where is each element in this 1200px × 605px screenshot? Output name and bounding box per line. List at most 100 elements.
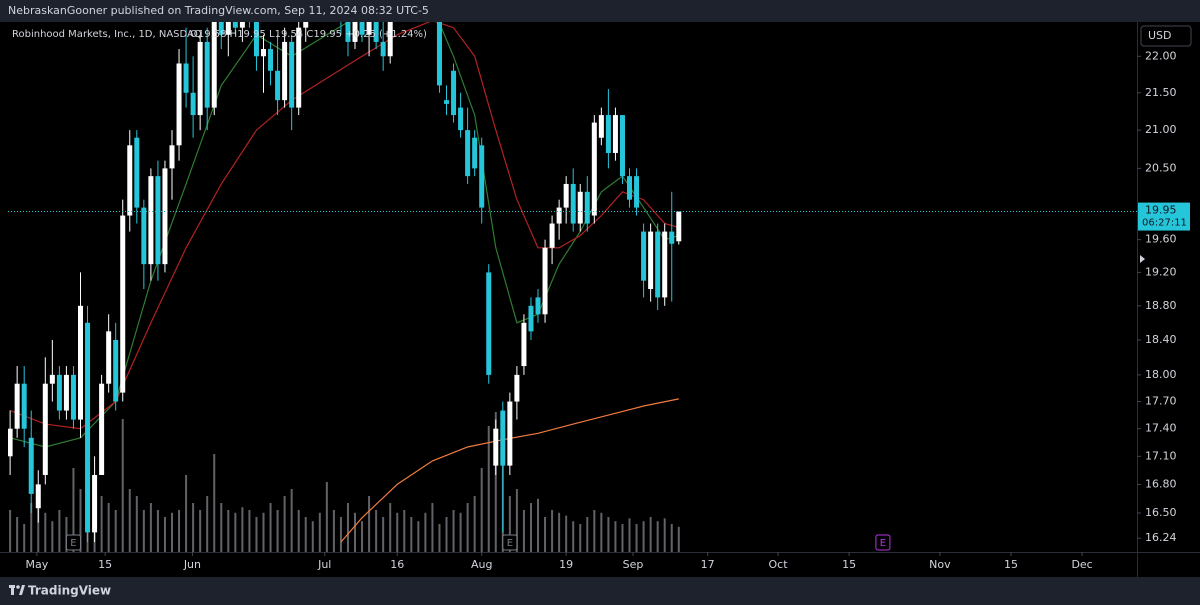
candle-body [612,115,618,153]
candle-body [676,211,682,242]
candle-body [14,383,20,429]
candle-body [366,22,372,35]
volume-bar [304,517,307,552]
volume-bar [227,510,230,552]
candle-body [225,22,231,35]
volume-bar [361,521,364,552]
candle-body [282,41,288,101]
candle-body [8,428,13,457]
volume-bar [9,510,12,552]
candle-body [148,176,154,265]
volume-bar [128,489,131,552]
volume-bar [480,468,483,552]
candle-body [584,191,590,224]
volume-bar [417,521,420,552]
volume-bar [649,517,652,552]
volume-bar [642,521,645,552]
volume-bar [346,503,349,552]
volume-bar [459,512,462,552]
volume-bar [107,503,110,552]
candle-body [542,247,548,315]
volume-bar [220,503,223,552]
candle-body [521,322,527,367]
candle-body [303,22,309,28]
candle-body [479,145,485,208]
volume-bar [163,517,166,552]
last-price-label: 19.95 [1145,204,1177,217]
volume-bar [452,510,455,552]
symbol: Robinhood Markets, Inc., 1D, NASDAQ [12,29,202,40]
candle-body [169,145,175,169]
candle-body [204,41,210,108]
candle-body [56,374,62,411]
moving-average [9,22,679,448]
volume-bar [403,510,406,552]
volume-bar [607,517,610,552]
volume-bar [262,512,265,552]
candle-body [627,176,633,200]
volume-bar [600,512,603,552]
volume-bar [135,496,138,552]
x-tick-label: 15 [98,558,112,571]
candle-body [261,49,267,57]
x-tick-label: Jun [183,558,201,571]
volume-bar [635,524,638,552]
volume-bar [156,510,159,552]
volume-bar [30,503,33,552]
candle-body [514,374,520,402]
y-tick-label: 20.50 [1145,161,1177,174]
candle-body [662,231,668,298]
volume-bar [551,510,554,552]
candle-body [598,115,604,138]
y-tick-label: 21.00 [1145,123,1177,136]
candle-body [493,428,499,466]
publisher: NebraskanGooner published on TradingView… [8,4,429,17]
candle-body [373,22,379,42]
candle-body [507,401,513,466]
volume-bar [677,526,680,552]
volume-bar [663,518,666,552]
volume-bar [544,517,547,552]
y-tick-label: 17.10 [1145,449,1177,462]
candle-body [296,27,302,108]
volume-bar [466,503,469,552]
candle-body [528,305,534,332]
volume-bar [51,521,54,552]
volume-bar [558,512,561,552]
volume-bar [445,517,448,552]
candle-body [275,70,281,101]
candle-body [70,374,76,420]
candle-body [669,231,675,244]
volume-bar [149,503,152,552]
volume-bar [565,515,568,552]
candle-body [141,207,147,265]
candle-body [134,137,140,208]
x-tick-label: Sep [623,558,644,571]
x-tick-label: Dec [1071,558,1092,571]
bottom-bar [0,577,1200,605]
volume-bar [354,512,357,552]
volume-bar [529,503,532,552]
y-tick-label: 16.80 [1145,477,1177,490]
candle-body [549,223,555,248]
volume-bar [656,521,659,552]
candle-body [352,22,358,42]
volume-bar [438,524,441,552]
candle-body [253,22,259,57]
candle-body [99,383,105,475]
volume-bar [121,419,124,552]
y-tick-label: 17.40 [1145,422,1177,435]
volume-bar [79,489,82,552]
x-tick-label: 16 [390,558,404,571]
currency-box[interactable] [1140,25,1192,47]
candle-body [570,183,576,224]
volume-bar [185,475,188,552]
candle-body [563,183,569,208]
candle-body [451,70,457,116]
volume-bar [537,498,540,552]
volume-bar [487,426,490,552]
volume-bar [297,510,300,552]
top-bar [0,0,1200,22]
candle-body [465,130,471,177]
volume-bar [65,517,68,552]
